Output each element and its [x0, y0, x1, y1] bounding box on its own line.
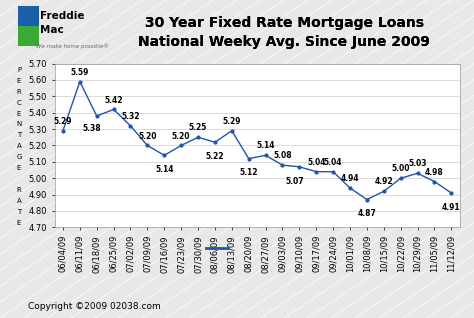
Text: E: E	[17, 111, 21, 117]
Text: 5.42: 5.42	[104, 95, 123, 105]
Text: 5.04: 5.04	[324, 158, 342, 167]
Text: We make home possible®: We make home possible®	[36, 43, 109, 49]
Text: National Weeky Avg. Since June 2009: National Weeky Avg. Since June 2009	[138, 35, 430, 49]
Text: 5.04: 5.04	[307, 158, 326, 167]
Text: 5.12: 5.12	[239, 169, 258, 177]
Text: 5.03: 5.03	[408, 159, 427, 169]
Text: R: R	[17, 89, 21, 95]
Text: N: N	[16, 121, 22, 128]
Text: Mac: Mac	[40, 25, 64, 35]
Text: 5.38: 5.38	[82, 124, 101, 133]
Text: 5.08: 5.08	[273, 151, 292, 160]
Text: 5.22: 5.22	[206, 152, 224, 161]
Text: 4.92: 4.92	[374, 177, 393, 186]
Text: 4.87: 4.87	[357, 209, 376, 218]
Text: 4.91: 4.91	[442, 203, 461, 212]
Text: National Weeky Avg. Since June 2009: National Weeky Avg. Since June 2009	[138, 35, 430, 49]
Text: 5.25: 5.25	[189, 123, 207, 132]
Bar	[18, 26, 39, 46]
Text: 5.00: 5.00	[392, 164, 410, 173]
Text: 5.20: 5.20	[172, 132, 191, 141]
Text: 30 Year Fixed Rate Mortgage Loans: 30 Year Fixed Rate Mortgage Loans	[145, 16, 424, 30]
Text: G: G	[16, 154, 22, 160]
Text: E: E	[17, 165, 21, 171]
Text: C: C	[17, 100, 21, 106]
Text: 5.29: 5.29	[54, 117, 72, 126]
Text: T: T	[17, 132, 21, 138]
Text: 5.14: 5.14	[256, 142, 275, 150]
Text: 5.29: 5.29	[223, 117, 241, 126]
Text: T: T	[17, 209, 21, 215]
Text: A: A	[17, 143, 21, 149]
Bar	[18, 6, 39, 26]
Text: 5.59: 5.59	[71, 68, 89, 77]
Text: 30 Year Fixed Rate Mortgage Loans: 30 Year Fixed Rate Mortgage Loans	[145, 16, 424, 30]
Text: Freddie: Freddie	[40, 11, 85, 21]
Text: 5.20: 5.20	[138, 132, 156, 141]
Text: E: E	[17, 78, 21, 84]
Text: R: R	[17, 187, 21, 193]
Text: 5.32: 5.32	[121, 112, 140, 121]
Text: 5.07: 5.07	[285, 176, 304, 186]
Text: Copyright ©2009 02038.com: Copyright ©2009 02038.com	[28, 302, 161, 311]
Text: 5.14: 5.14	[155, 165, 173, 174]
Text: P: P	[17, 67, 21, 73]
Text: 4.94: 4.94	[341, 174, 359, 183]
Text: 4.98: 4.98	[425, 168, 444, 176]
Text: E: E	[17, 220, 21, 225]
Text: A: A	[17, 198, 21, 204]
